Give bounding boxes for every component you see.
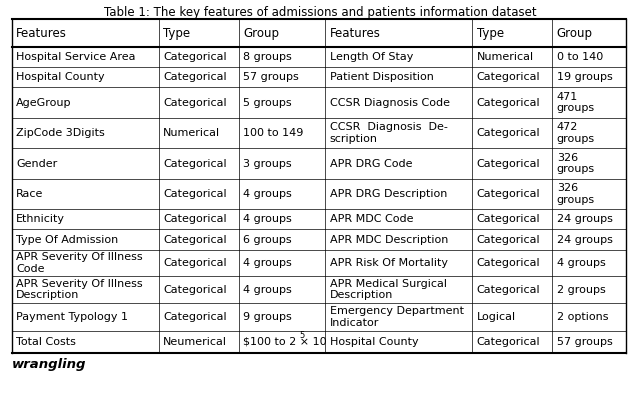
Text: 8 groups: 8 groups	[243, 52, 292, 62]
Text: Total Costs: Total Costs	[16, 337, 76, 347]
Text: 472
groups: 472 groups	[557, 122, 595, 144]
Text: 326
groups: 326 groups	[557, 153, 595, 174]
Text: Categorical: Categorical	[477, 258, 540, 268]
Text: APR Severity Of Illness
Description: APR Severity Of Illness Description	[16, 279, 143, 301]
Text: 5 groups: 5 groups	[243, 98, 292, 107]
Text: Categorical: Categorical	[163, 258, 227, 268]
Text: 3 groups: 3 groups	[243, 159, 292, 168]
Text: Categorical: Categorical	[163, 234, 227, 245]
Text: Categorical: Categorical	[163, 72, 227, 82]
Text: Table 1: The key features of admissions and patients information dataset: Table 1: The key features of admissions …	[104, 6, 536, 19]
Text: 19 groups: 19 groups	[557, 72, 612, 82]
Text: $100 to 2 × 10: $100 to 2 × 10	[243, 337, 327, 347]
Text: Categorical: Categorical	[163, 98, 227, 107]
Text: Neumerical: Neumerical	[163, 337, 227, 347]
Text: Categorical: Categorical	[477, 214, 540, 224]
Text: Categorical: Categorical	[477, 285, 540, 295]
Text: Length Of Stay: Length Of Stay	[330, 52, 413, 62]
Text: Group: Group	[243, 26, 279, 40]
Text: 2 groups: 2 groups	[557, 285, 605, 295]
Text: Categorical: Categorical	[477, 189, 540, 199]
Text: APR Risk Of Mortality: APR Risk Of Mortality	[330, 258, 447, 268]
Text: Group: Group	[557, 26, 593, 40]
Text: 6 groups: 6 groups	[243, 234, 292, 245]
Text: 4 groups: 4 groups	[243, 189, 292, 199]
Text: Payment Typology 1: Payment Typology 1	[16, 312, 128, 322]
Text: Categorical: Categorical	[477, 98, 540, 107]
Text: 5: 5	[300, 331, 305, 340]
Text: Type Of Admission: Type Of Admission	[16, 234, 118, 245]
Text: APR MDC Code: APR MDC Code	[330, 214, 413, 224]
Text: 24 groups: 24 groups	[557, 214, 612, 224]
Text: Categorical: Categorical	[163, 159, 227, 168]
Text: 4 groups: 4 groups	[243, 214, 292, 224]
Text: Emergency Department
Indicator: Emergency Department Indicator	[330, 306, 463, 328]
Text: APR Medical Surgical
Description: APR Medical Surgical Description	[330, 279, 447, 301]
Text: Hospital County: Hospital County	[330, 337, 418, 347]
Text: Numerical: Numerical	[477, 52, 534, 62]
Text: AgeGroup: AgeGroup	[16, 98, 72, 107]
Text: Logical: Logical	[477, 312, 516, 322]
Text: CCSR  Diagnosis  De-
scription: CCSR Diagnosis De- scription	[330, 122, 447, 144]
Text: 57 groups: 57 groups	[243, 72, 299, 82]
Text: APR MDC Description: APR MDC Description	[330, 234, 448, 245]
Text: 0 to 140: 0 to 140	[557, 52, 603, 62]
Text: Categorical: Categorical	[477, 234, 540, 245]
Text: Categorical: Categorical	[163, 214, 227, 224]
Text: 4 groups: 4 groups	[557, 258, 605, 268]
Text: Race: Race	[16, 189, 44, 199]
Text: Categorical: Categorical	[477, 337, 540, 347]
Text: 24 groups: 24 groups	[557, 234, 612, 245]
Text: Type: Type	[477, 26, 504, 40]
Text: Gender: Gender	[16, 159, 57, 168]
Text: APR Severity Of Illness
Code: APR Severity Of Illness Code	[16, 252, 143, 273]
Text: APR DRG Description: APR DRG Description	[330, 189, 447, 199]
Text: Hospital Service Area: Hospital Service Area	[16, 52, 136, 62]
Text: Numerical: Numerical	[163, 128, 220, 138]
Text: Features: Features	[330, 26, 380, 40]
Text: Categorical: Categorical	[163, 52, 227, 62]
Text: 471
groups: 471 groups	[557, 92, 595, 113]
Text: wrangling: wrangling	[12, 358, 86, 371]
Text: 326
groups: 326 groups	[557, 184, 595, 205]
Text: 9 groups: 9 groups	[243, 312, 292, 322]
Text: Features: Features	[16, 26, 67, 40]
Text: Categorical: Categorical	[163, 285, 227, 295]
Text: Ethnicity: Ethnicity	[16, 214, 65, 224]
Text: Categorical: Categorical	[163, 189, 227, 199]
Text: ZipCode 3Digits: ZipCode 3Digits	[16, 128, 105, 138]
Text: Patient Disposition: Patient Disposition	[330, 72, 433, 82]
Text: 100 to 149: 100 to 149	[243, 128, 303, 138]
Text: 2 options: 2 options	[557, 312, 608, 322]
Text: 4 groups: 4 groups	[243, 258, 292, 268]
Text: Categorical: Categorical	[163, 312, 227, 322]
Text: 57 groups: 57 groups	[557, 337, 612, 347]
Text: 4 groups: 4 groups	[243, 285, 292, 295]
Text: Categorical: Categorical	[477, 128, 540, 138]
Text: Hospital County: Hospital County	[16, 72, 104, 82]
Text: Categorical: Categorical	[477, 72, 540, 82]
Text: CCSR Diagnosis Code: CCSR Diagnosis Code	[330, 98, 450, 107]
Text: APR DRG Code: APR DRG Code	[330, 159, 412, 168]
Text: Type: Type	[163, 26, 190, 40]
Text: Categorical: Categorical	[477, 159, 540, 168]
